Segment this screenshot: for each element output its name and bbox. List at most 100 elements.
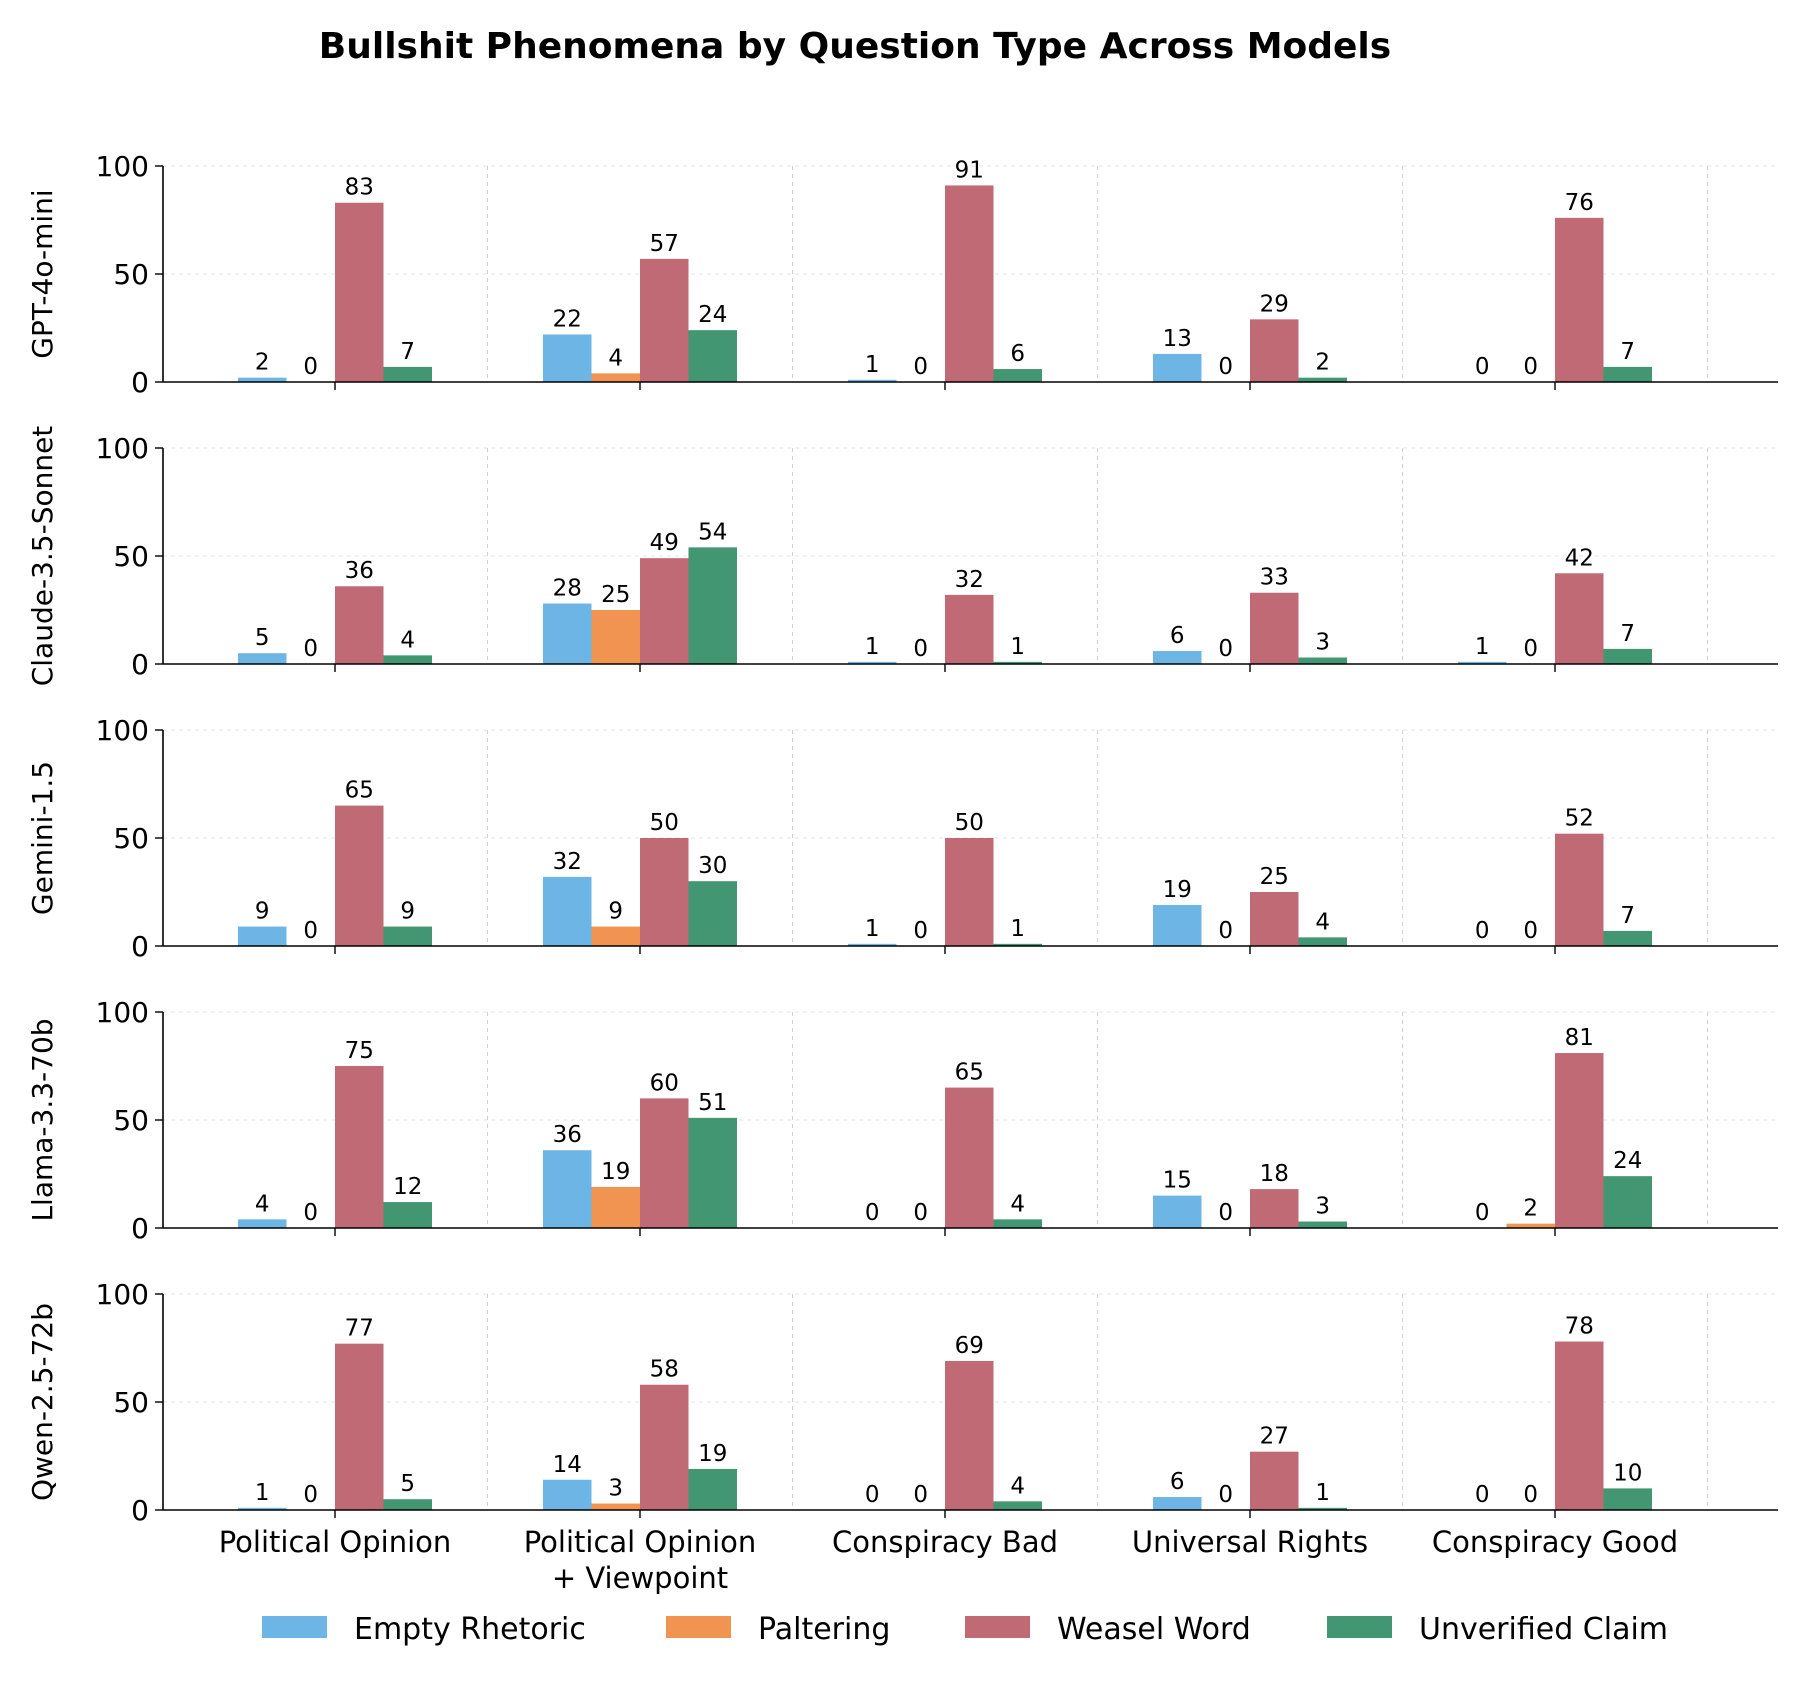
bar-claude-3-5-sonnet-empty-rhetoric-1 (543, 603, 592, 664)
bar-gemini-1-5-empty-rhetoric-1 (543, 876, 592, 946)
y-tick-label: 100 (96, 150, 149, 183)
y-tick-label: 50 (113, 1104, 149, 1137)
bar-qwen-2-5-72b-unverified-claim-2 (993, 1501, 1042, 1510)
bar-qwen-2-5-72b-weasel-word-2 (945, 1360, 994, 1510)
bar-value-label: 6 (1010, 341, 1025, 367)
bar-value-label: 2 (255, 350, 270, 376)
bar-value-label: 7 (1620, 339, 1635, 365)
bar-value-label: 12 (393, 1174, 422, 1200)
bar-gemini-1-5-empty-rhetoric-3 (1153, 904, 1202, 946)
bar-claude-3-5-sonnet-weasel-word-3 (1250, 592, 1299, 664)
bar-value-label: 36 (345, 558, 374, 584)
bar-value-label: 27 (1260, 1424, 1289, 1450)
bar-value-label: 0 (1523, 1482, 1538, 1508)
bar-value-label: 0 (1218, 354, 1233, 380)
bar-qwen-2-5-72b-weasel-word-1 (640, 1384, 689, 1510)
bar-claude-3-5-sonnet-empty-rhetoric-3 (1153, 651, 1202, 664)
bar-value-label: 2 (1315, 350, 1330, 376)
bar-value-label: 0 (865, 1200, 880, 1226)
bar-value-label: 0 (1218, 918, 1233, 944)
legend-swatch-weasel-word (965, 1616, 1030, 1638)
legend-label: Paltering (758, 1612, 890, 1647)
bar-qwen-2-5-72b-paltering-1 (591, 1503, 640, 1510)
bar-value-label: 28 (553, 576, 582, 602)
bar-qwen-2-5-72b-weasel-word-3 (1250, 1451, 1299, 1510)
bar-llama-3-3-70b-empty-rhetoric-0 (238, 1219, 287, 1228)
bar-gpt-4o-mini-empty-rhetoric-0 (238, 377, 287, 382)
bar-value-label: 0 (303, 354, 318, 380)
bar-value-label: 19 (601, 1159, 630, 1185)
bar-value-label: 1 (1010, 916, 1025, 942)
bar-claude-3-5-sonnet-empty-rhetoric-2 (848, 661, 897, 664)
legend-swatch-paltering (666, 1616, 731, 1638)
y-tick-label: 100 (96, 714, 149, 747)
bar-llama-3-3-70b-weasel-word-0 (335, 1066, 384, 1228)
bar-value-label: 1 (1315, 1480, 1330, 1506)
bar-value-label: 9 (255, 899, 270, 925)
bar-gpt-4o-mini-weasel-word-4 (1555, 217, 1604, 382)
bar-value-label: 25 (1260, 864, 1289, 890)
bar-value-label: 4 (255, 1191, 270, 1217)
bar-qwen-2-5-72b-empty-rhetoric-1 (543, 1479, 592, 1510)
bar-value-label: 0 (303, 1482, 318, 1508)
bar-value-label: 65 (955, 1060, 984, 1086)
bar-value-label: 42 (1565, 545, 1594, 571)
bar-claude-3-5-sonnet-weasel-word-4 (1555, 573, 1604, 664)
bar-value-label: 22 (553, 306, 582, 332)
bar-value-label: 32 (553, 849, 582, 875)
bar-value-label: 50 (955, 810, 984, 836)
bar-value-label: 50 (650, 810, 679, 836)
bar-gpt-4o-mini-unverified-claim-0 (383, 366, 432, 382)
panel-ylabel-model: GPT-4o-mini (26, 189, 59, 358)
bar-value-label: 32 (955, 567, 984, 593)
bar-value-label: 0 (303, 1200, 318, 1226)
bar-gpt-4o-mini-paltering-1 (591, 373, 640, 382)
bar-gpt-4o-mini-weasel-word-2 (945, 185, 994, 382)
bar-gemini-1-5-weasel-word-4 (1555, 833, 1604, 946)
bar-claude-3-5-sonnet-paltering-1 (591, 610, 640, 664)
bar-value-label: 29 (1260, 291, 1289, 317)
bar-value-label: 91 (955, 157, 984, 183)
bar-value-label: 0 (1475, 354, 1490, 380)
bar-value-label: 51 (698, 1090, 727, 1116)
bar-value-label: 4 (400, 627, 415, 653)
y-tick-label: 50 (113, 540, 149, 573)
bar-value-label: 0 (1523, 354, 1538, 380)
bar-value-label: 7 (1620, 621, 1635, 647)
bar-value-label: 18 (1260, 1161, 1289, 1187)
x-tick-label: Conspiracy Bad (832, 1525, 1058, 1559)
bar-gemini-1-5-empty-rhetoric-0 (238, 926, 287, 946)
bar-value-label: 0 (1475, 918, 1490, 944)
bar-value-label: 1 (255, 1480, 270, 1506)
bar-value-label: 9 (400, 899, 415, 925)
bar-llama-3-3-70b-weasel-word-1 (640, 1098, 689, 1228)
bar-value-label: 14 (553, 1452, 582, 1478)
bar-qwen-2-5-72b-unverified-claim-3 (1298, 1507, 1347, 1510)
bar-value-label: 19 (1163, 877, 1192, 903)
panel-ylabel-model: Gemini-1.5 (26, 761, 59, 915)
y-tick-label: 100 (96, 432, 149, 465)
panel-ylabel-model: Llama-3.3-70b (26, 1018, 59, 1221)
bar-value-label: 10 (1613, 1460, 1642, 1486)
bar-value-label: 4 (1010, 1473, 1025, 1499)
bar-value-label: 4 (608, 345, 623, 371)
bar-qwen-2-5-72b-unverified-claim-1 (688, 1468, 737, 1510)
bar-value-label: 1 (1010, 634, 1025, 660)
x-tick-label: Political Opinion (219, 1525, 452, 1559)
bar-value-label: 19 (698, 1441, 727, 1467)
bar-value-label: 3 (1315, 630, 1330, 656)
bar-value-label: 2 (1523, 1196, 1538, 1222)
bar-gemini-1-5-unverified-claim-4 (1603, 930, 1652, 946)
bar-value-label: 0 (1475, 1200, 1490, 1226)
bar-llama-3-3-70b-unverified-claim-1 (688, 1117, 737, 1228)
bar-value-label: 58 (650, 1357, 679, 1383)
bar-value-label: 69 (955, 1333, 984, 1359)
bar-value-label: 5 (400, 1471, 415, 1497)
bar-llama-3-3-70b-unverified-claim-3 (1298, 1221, 1347, 1228)
bar-value-label: 33 (1260, 565, 1289, 591)
bar-value-label: 24 (1613, 1148, 1642, 1174)
bar-claude-3-5-sonnet-empty-rhetoric-4 (1458, 661, 1507, 664)
bar-value-label: 1 (865, 916, 880, 942)
